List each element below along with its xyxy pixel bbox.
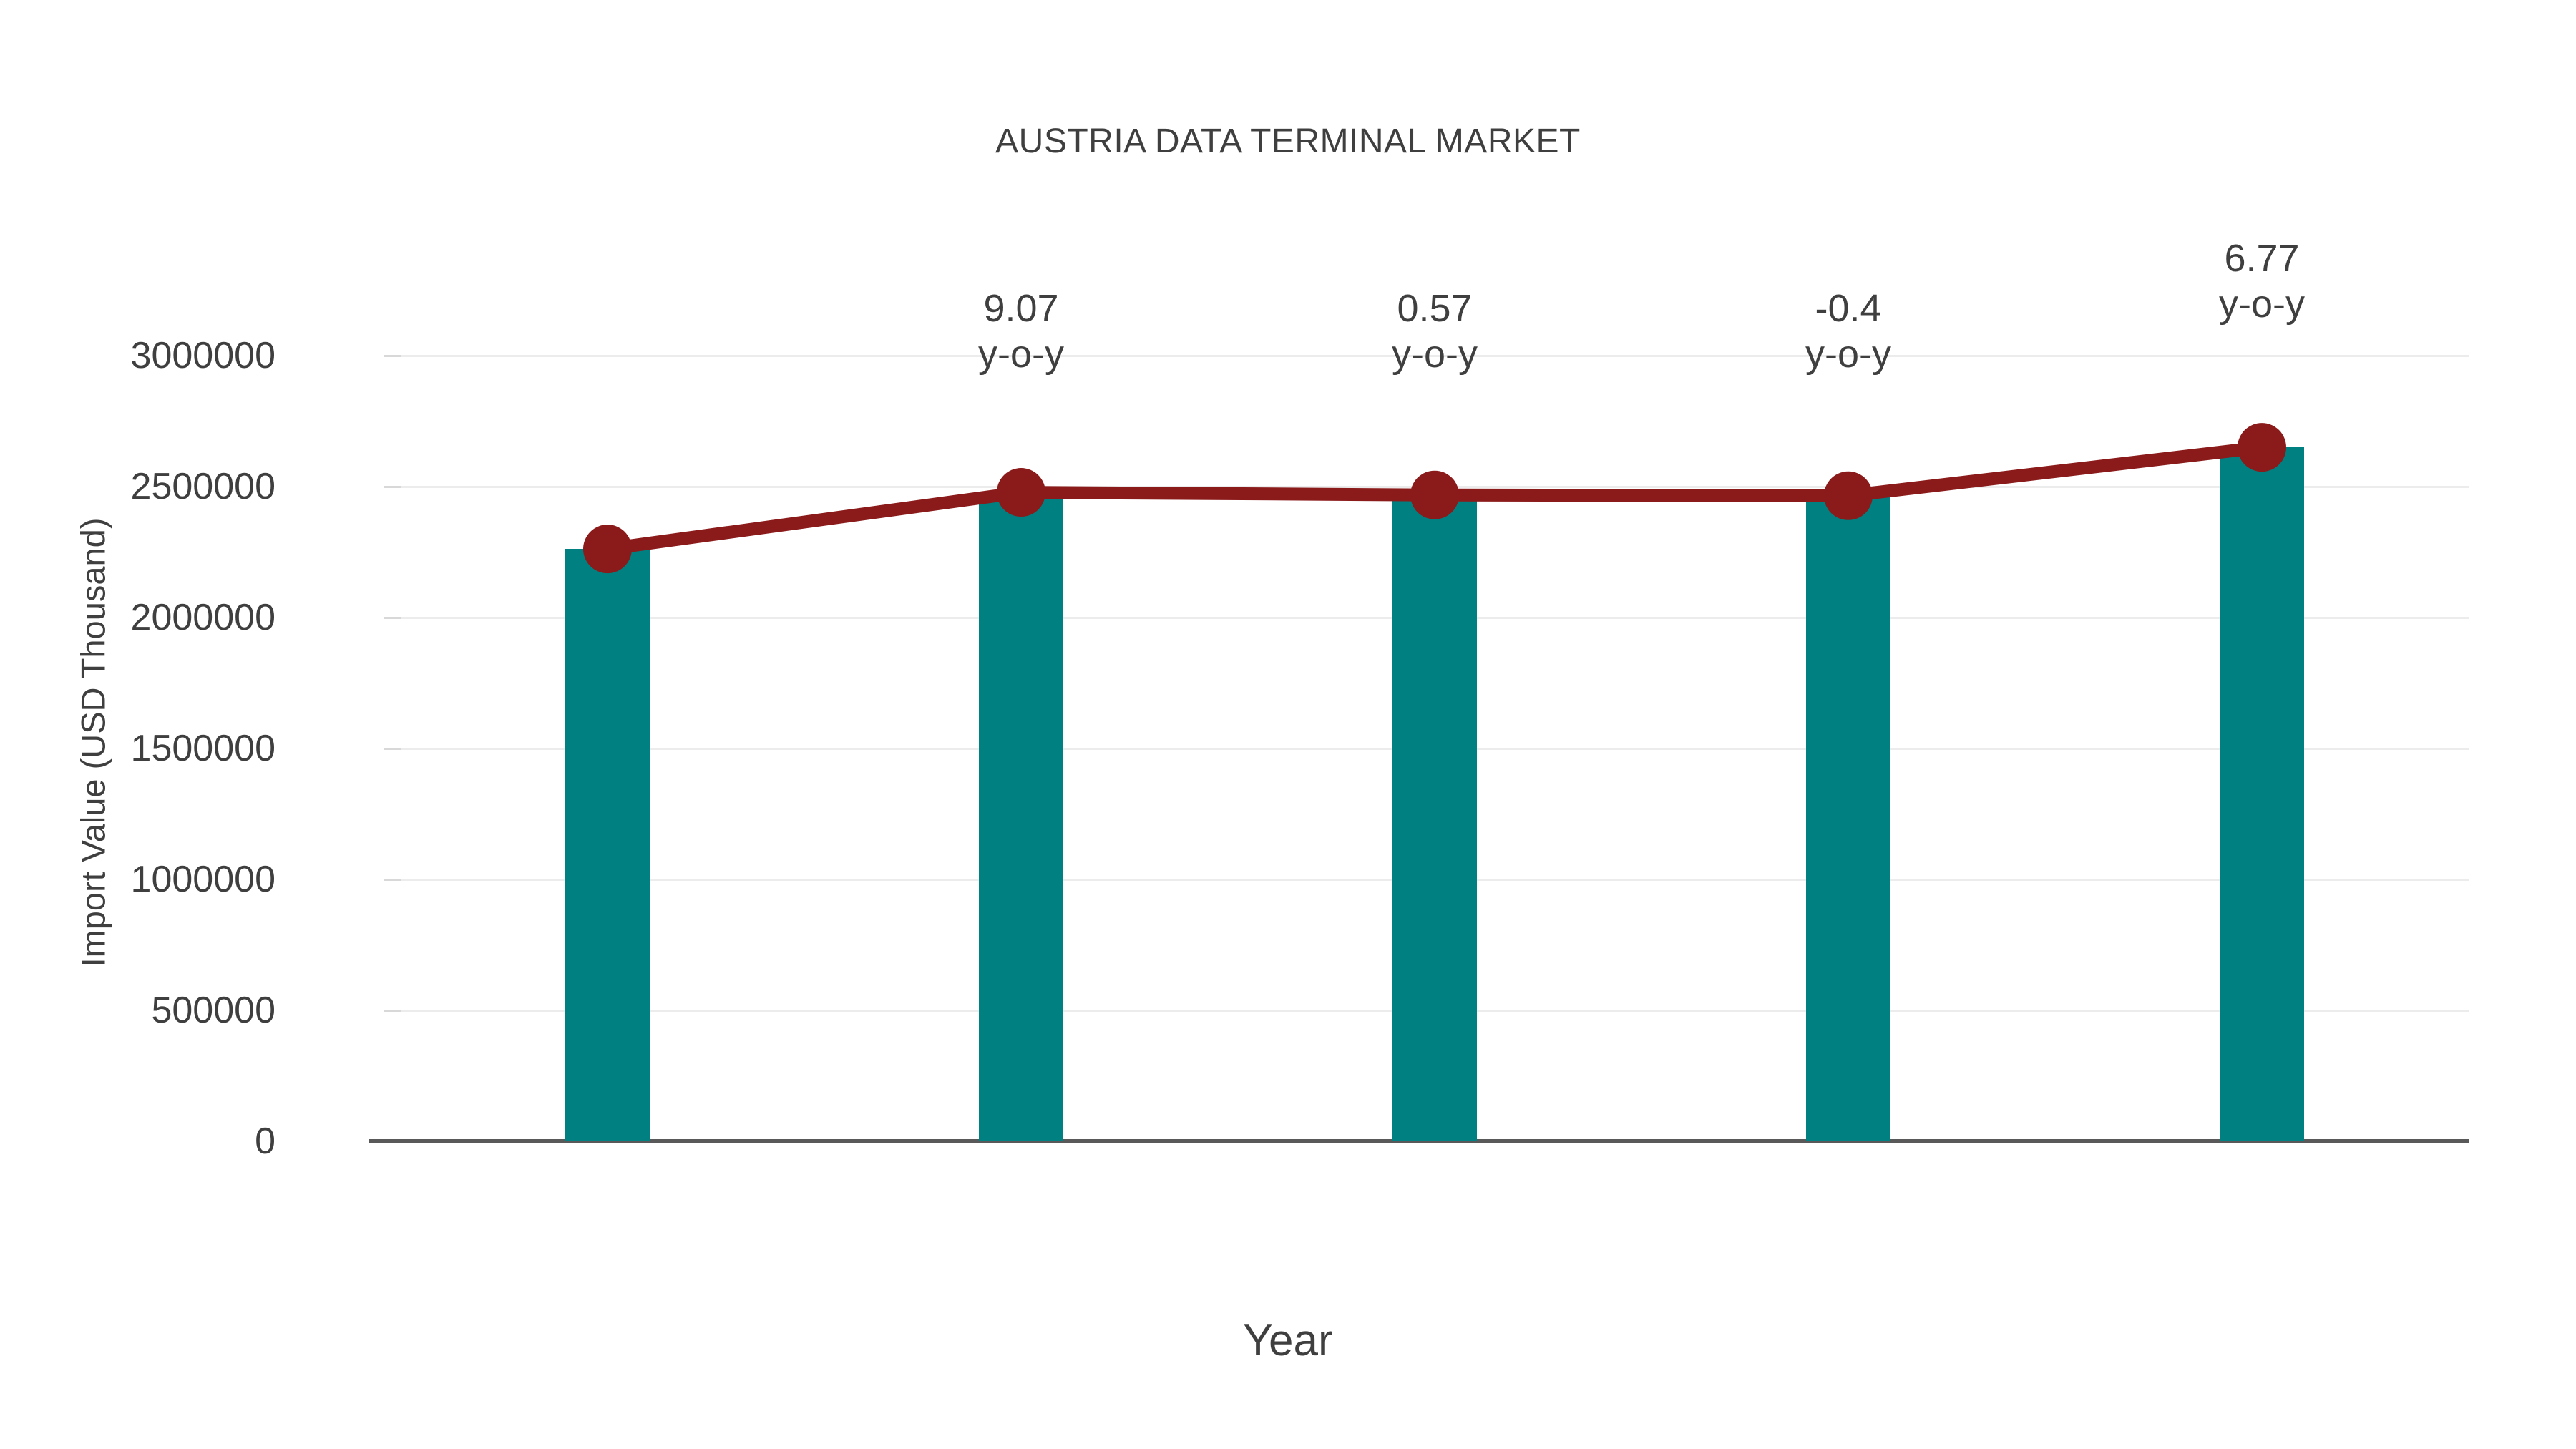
y-tick-label: 2500000	[130, 466, 275, 507]
yoy-value: -0.4	[1815, 287, 1882, 330]
yoy-suffix: y-o-y	[2219, 282, 2305, 326]
bar-2022[interactable]	[1392, 494, 1477, 1141]
y-tickmark	[384, 1010, 401, 1012]
bar-2021[interactable]	[979, 492, 1063, 1141]
yoy-annotation-2022: 0.57 y-o-y	[1284, 286, 1585, 377]
y-tick-label: 1500000	[130, 728, 275, 769]
y-tick-label: 3000000	[130, 335, 275, 376]
chart-title: AUSTRIA DATA TERMINAL MARKET	[995, 122, 1581, 160]
bar-2024[interactable]	[2220, 447, 2304, 1141]
y-tickmark	[384, 748, 401, 750]
y-tickmark	[384, 355, 401, 357]
x-axis-line	[369, 1139, 2469, 1143]
y-tick-label: 0	[255, 1121, 275, 1162]
x-axis-title: Year	[1243, 1316, 1333, 1365]
y-tick-label: 2000000	[130, 597, 275, 638]
y-tick-label: 500000	[151, 990, 275, 1031]
yoy-suffix: y-o-y	[1805, 332, 1891, 376]
y-tickmark	[384, 879, 401, 881]
yoy-value: 9.07	[983, 287, 1059, 330]
yoy-value: 0.57	[1397, 287, 1473, 330]
yoy-suffix: y-o-y	[978, 332, 1064, 376]
y-tickmark	[384, 486, 401, 488]
y-gridline	[401, 355, 2469, 357]
yoy-annotation-2024: 6.77 y-o-y	[2112, 236, 2412, 327]
plot-area: 0 500000 1000000 1500000 2000000 2500000 30000…	[131, 335, 2469, 1162]
y-tick-label: 1000000	[130, 859, 275, 900]
yoy-suffix: y-o-y	[1392, 332, 1478, 376]
yoy-annotation-2021: 9.07 y-o-y	[871, 286, 1171, 377]
y-gridline	[401, 486, 2469, 488]
yoy-value: 6.77	[2224, 237, 2300, 280]
bar-2020[interactable]	[565, 549, 650, 1141]
yoy-annotation-2023: -0.4 y-o-y	[1698, 286, 1999, 377]
bar-2023[interactable]	[1806, 495, 1890, 1141]
y-tickmark	[384, 617, 401, 619]
